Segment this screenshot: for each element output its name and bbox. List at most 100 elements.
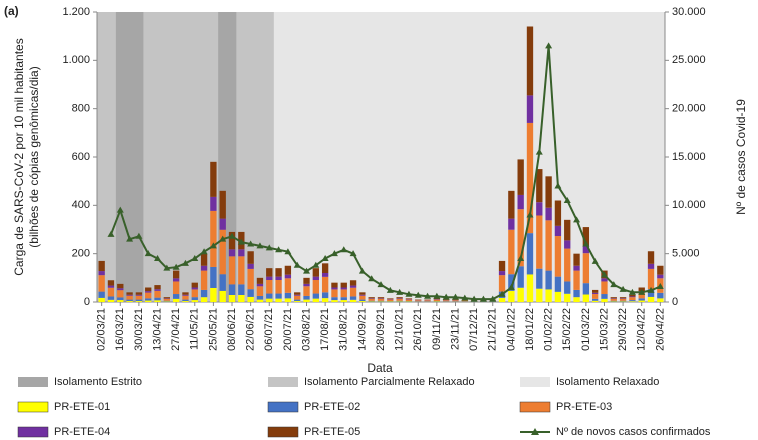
bar-segment [424,300,431,302]
y-tick-label: 200 [72,248,90,260]
x-tick-label: 04/01/22 [505,308,517,351]
bar-segment [321,276,329,293]
bar-segment [247,268,254,290]
line-marker [265,244,273,251]
y-tick-label: 0 [84,296,90,308]
bar-segment [396,300,403,302]
bar-segment [554,276,562,292]
bar-segment [98,297,105,302]
bar-segment [284,265,292,275]
bar-segment [657,292,664,299]
x-tick-label: 11/05/21 [189,308,201,350]
line-marker [619,285,627,292]
period-band [97,12,116,302]
bar-segment [331,287,338,290]
bar-segment [200,297,208,302]
line-marker [256,242,264,249]
line-marker [591,257,599,264]
bar-segment [349,299,357,302]
bar-segment [396,297,403,299]
bar-segment [647,263,655,269]
bar-segment [312,293,319,299]
legend-swatch [18,377,48,387]
bar-segment [117,297,124,301]
line-marker [433,292,441,299]
bar-segment [238,256,245,285]
bar-segment [145,292,152,299]
x-tick-label: 16/03/21 [114,308,126,351]
legend-label: PR-ETE-02 [304,401,360,413]
line-marker [545,42,553,49]
y2-tick-label: 30.000 [672,6,706,18]
legend-swatch [531,428,539,435]
bar-segment [498,271,506,276]
x-tick-label: 02/03/21 [96,308,108,351]
line-marker [172,263,180,270]
bar-segment [321,292,329,299]
bar-segment [331,282,338,288]
bar-segment [591,300,599,302]
bar-segment [359,292,366,295]
bar-segment [163,300,171,302]
line-marker [535,148,543,155]
bar-segment [443,300,450,302]
line-marker [181,259,189,266]
bar-segment [610,298,617,301]
bar-segment [647,289,655,297]
bar-segment [275,293,282,299]
y2-tick-label: 0 [672,296,678,308]
bar-segment [98,271,105,276]
bar-segment [191,282,198,288]
bar-segment [415,300,422,302]
line-marker [154,255,162,261]
bar-segment [275,280,282,294]
x-tick-label: 14/09/21 [356,308,368,351]
bar-segment [582,245,590,254]
bar-segment [191,297,198,301]
bar-segment [172,298,180,302]
bar-segment [182,301,189,302]
x-tick-label: 17/08/21 [319,308,331,351]
legend-label: Isolamento Relaxado [556,376,659,388]
line-marker [610,281,618,288]
bar-segment [163,298,171,301]
bar-segment [135,292,143,295]
y-tick-label: 800 [72,103,90,115]
x-tick-label: 06/07/21 [263,308,275,351]
bar-segment [359,294,366,296]
bar-segment [117,300,124,302]
bar-segment [517,194,524,210]
bar-segment [359,295,366,300]
panel-label: (a) [4,4,19,18]
bar-segment [228,284,236,295]
bar-segment [126,301,133,302]
bar-segment [107,299,115,302]
bar-segment [126,295,133,300]
bar-segment [107,280,115,286]
bar-segment [219,290,226,302]
bar-segment [657,298,664,302]
bar-segment [200,253,208,266]
bar-segment [508,218,515,230]
bar-segment [591,292,599,295]
bar-segment [154,300,161,302]
bar-segment [154,290,161,298]
bar-segment [377,298,385,301]
bar-segment [284,298,292,302]
bar-segment [210,210,217,267]
x-tick-label: 29/03/22 [617,308,629,351]
bar-segment [657,265,664,275]
bar-segment [294,295,301,300]
line-marker [284,248,292,255]
bar-segment [591,298,599,301]
y-tick-label: 600 [72,151,90,163]
x-tick-label: 08/06/21 [226,308,238,351]
legend-label: PR-ETE-05 [304,426,360,438]
bar-segment [210,196,217,211]
x-tick-label: 22/06/21 [245,308,257,351]
y-axis-title: (bilhões de cópias genômicas/dia) [27,66,41,247]
legend-label: PR-ETE-01 [54,401,110,413]
x-tick-label: 15/03/22 [598,308,610,351]
bar-segment [526,233,534,275]
bar-segment [517,266,524,288]
